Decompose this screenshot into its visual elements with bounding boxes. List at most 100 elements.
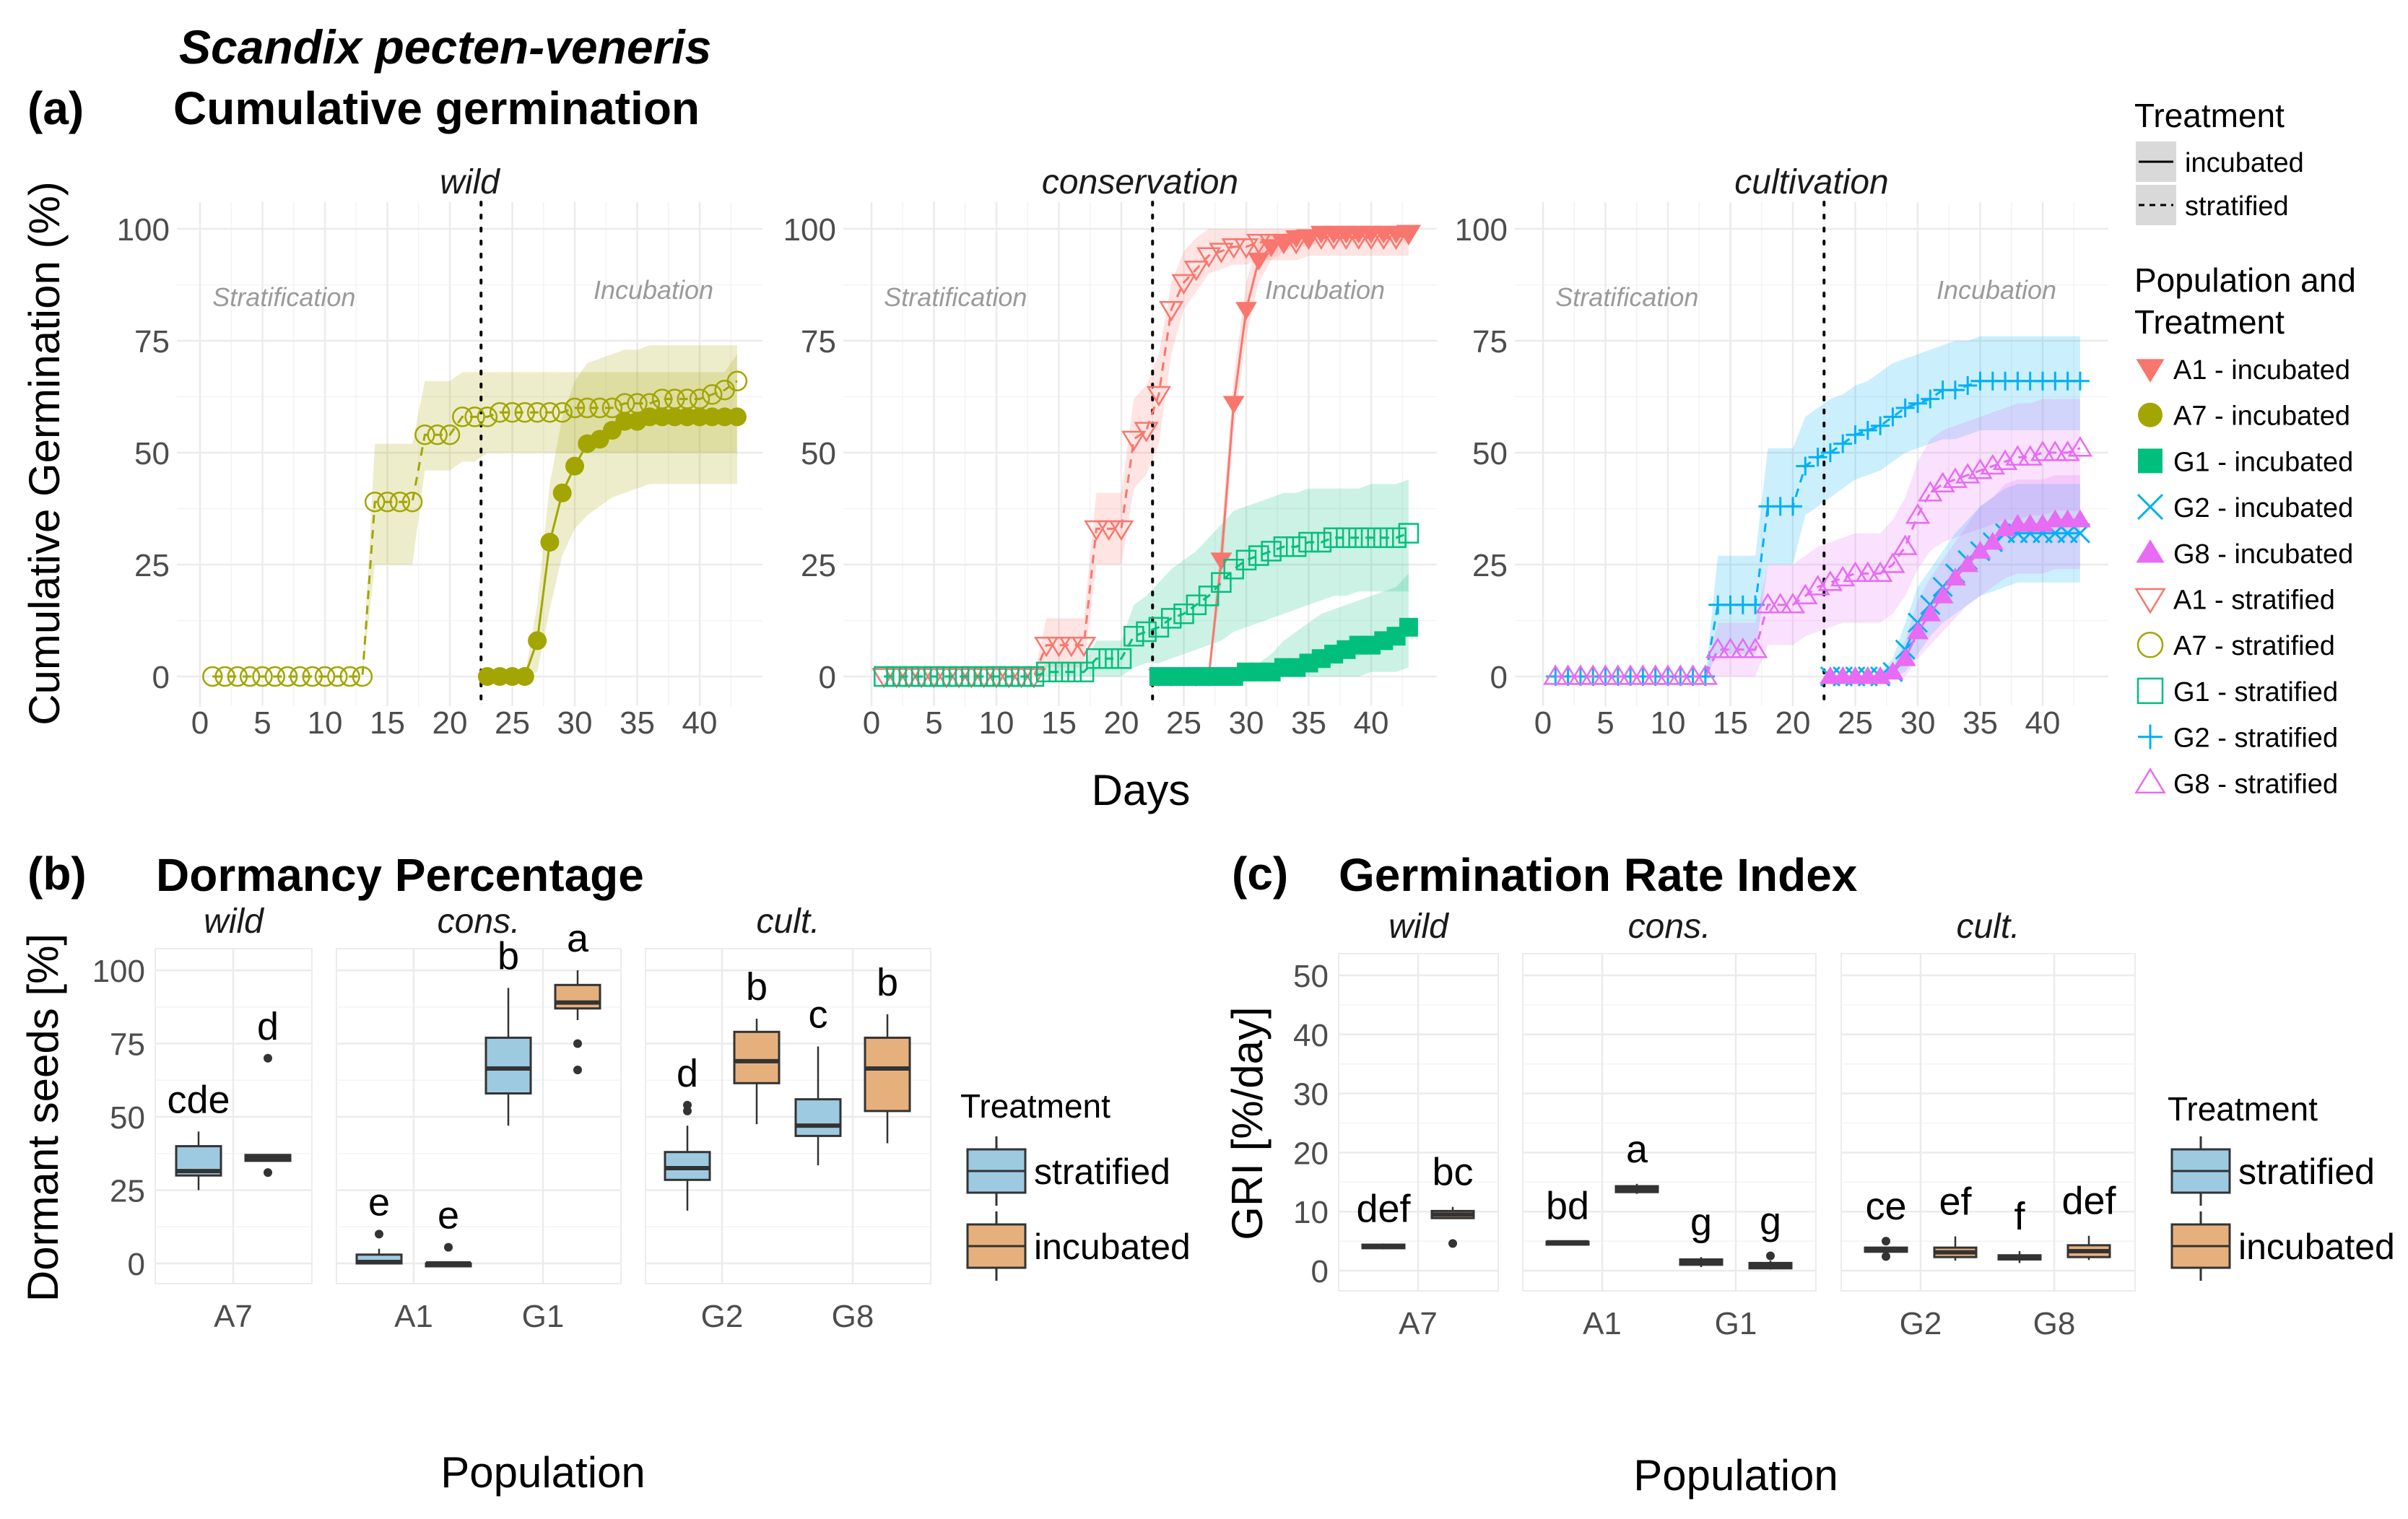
outlier-point xyxy=(444,1242,453,1252)
x-tick-label: 35 xyxy=(1963,705,1998,741)
data-point xyxy=(601,397,623,419)
phase-label-stratification: Stratification xyxy=(884,282,1027,312)
legend-item-incubated: incubated xyxy=(2136,142,2304,182)
y-tick-label: 100 xyxy=(783,212,836,248)
legend-item: G1 - stratified xyxy=(2137,677,2338,708)
phase-label-incubation: Incubation xyxy=(1937,275,2056,305)
data-point xyxy=(2043,440,2068,461)
data-point xyxy=(452,406,473,427)
species-title: Scandix pecten-veneris xyxy=(179,20,711,74)
x-tick-label: 10 xyxy=(1651,705,1686,741)
box-iqr xyxy=(794,1098,842,1137)
data-point xyxy=(1273,536,1295,557)
data-point xyxy=(1136,621,1157,643)
x-tick-label: 20 xyxy=(1775,705,1811,741)
panel-c-gri: GRI [%/day] Population 0 10 20 30 40 50 A7 wild… xyxy=(1223,908,2395,1500)
data-point xyxy=(1183,261,1209,282)
x-tick-label: G1 xyxy=(1715,1306,1757,1341)
box-g1-incubated: g xyxy=(1748,1200,1793,1270)
data-point xyxy=(252,666,273,687)
data-point xyxy=(934,668,959,689)
x-tick-label: 15 xyxy=(370,705,405,741)
data-point xyxy=(277,666,298,687)
x-tick-label: A1 xyxy=(1583,1306,1622,1341)
cross-x-icon xyxy=(2137,494,2164,521)
data-point xyxy=(1196,247,1222,268)
data-point xyxy=(401,491,423,513)
data-point xyxy=(1210,552,1233,571)
data-point xyxy=(1846,425,1865,445)
legend-title: Treatment xyxy=(960,1087,1110,1125)
data-point xyxy=(1994,518,2017,536)
data-point xyxy=(489,401,510,423)
data-point xyxy=(514,401,536,423)
data-point xyxy=(202,666,223,687)
facet-strip-label: cult. xyxy=(756,902,820,941)
data-point xyxy=(1705,637,1731,658)
x-tick-label: 10 xyxy=(308,705,343,741)
panel-b-dormancy: Dormant seeds [%] Population 0 25 50 75 100 A… xyxy=(19,902,1191,1497)
x-tick-label: 30 xyxy=(1229,705,1264,741)
outlier-point xyxy=(264,1168,272,1178)
significance-letter: c xyxy=(809,993,828,1037)
legend-item: G2 - incubated xyxy=(2137,493,2353,523)
x-tick-label: 10 xyxy=(979,705,1014,741)
data-point xyxy=(909,668,934,689)
outlier-point xyxy=(1448,1239,1457,1248)
series-a7-stratified xyxy=(202,370,748,687)
data-point xyxy=(1248,545,1269,566)
y-tick-label: 50 xyxy=(134,436,170,471)
legend-label: A1 - stratified xyxy=(2173,586,2335,616)
data-point xyxy=(1692,664,1718,685)
y-tick-label: 75 xyxy=(134,324,170,360)
plus-icon xyxy=(2138,724,2163,749)
y-tick-label: 100 xyxy=(117,212,170,248)
data-point xyxy=(1908,393,1927,413)
data-point xyxy=(526,401,548,423)
y-tick-label: 50 xyxy=(1293,959,1329,994)
data-point xyxy=(1833,434,1853,453)
data-point xyxy=(1110,648,1132,669)
y-tick-label: 50 xyxy=(801,436,836,471)
facet-conservation: 0 25 50 75 100 0 5 10 15 20 25 30 35 40 conservation St… xyxy=(783,163,1437,741)
significance-letter: f xyxy=(2014,1195,2025,1238)
confidence-ribbon xyxy=(487,345,737,676)
confidence-ribbon xyxy=(884,229,1409,676)
legend-item: G8 - incubated xyxy=(2136,539,2353,570)
data-point xyxy=(1046,636,1072,658)
panel-b-x-axis-title: Population xyxy=(440,1448,646,1497)
x-tick-label: 5 xyxy=(925,705,942,741)
data-point xyxy=(896,668,922,689)
panel-c-x-axis-title: Population xyxy=(1633,1451,1838,1500)
data-point xyxy=(1882,661,1904,680)
facet-strip-label: cultivation xyxy=(1734,163,1888,201)
data-point xyxy=(1071,636,1097,658)
y-tick-label: 25 xyxy=(1472,548,1508,583)
data-point xyxy=(996,668,1022,689)
series-g8-stratified xyxy=(1543,436,2093,685)
data-point xyxy=(1855,561,1880,583)
data-point xyxy=(1894,648,1916,666)
data-point xyxy=(1931,586,1954,604)
panel-c-title: Germination Rate Index xyxy=(1339,849,1858,901)
box-g1-stratified: g xyxy=(1679,1201,1724,1268)
legend-item: G8 - stratified xyxy=(2134,767,2338,799)
outlier-point xyxy=(1882,1237,1890,1246)
data-point xyxy=(1796,456,1815,476)
facet-strip-label: cons. xyxy=(438,902,521,941)
panel-b-legend: Treatment stratified incubated xyxy=(960,1087,1191,1281)
panel-b-y-axis-title: Dormant seeds [%] xyxy=(19,933,67,1302)
data-point xyxy=(1871,416,1890,435)
data-point xyxy=(1096,520,1121,541)
data-point xyxy=(389,491,411,513)
legend-item: A1 - incubated xyxy=(2136,355,2350,386)
confidence-ribbon xyxy=(1555,399,2080,676)
x-tick-label: 40 xyxy=(2025,705,2061,741)
legend-item: A1 - stratified xyxy=(2134,586,2335,616)
facet-cons: A1 G1 cons. e e b a xyxy=(336,902,622,1334)
data-point xyxy=(327,666,348,687)
box-g8-incubated: def xyxy=(2061,1180,2117,1261)
data-point xyxy=(577,397,598,419)
y-tick-label: 25 xyxy=(801,548,836,583)
